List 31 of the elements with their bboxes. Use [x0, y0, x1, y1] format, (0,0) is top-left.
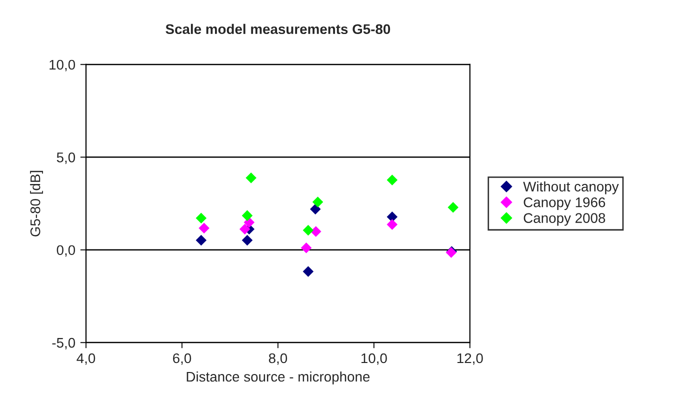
x-tick-label: 12,0: [457, 353, 483, 365]
y-tick-label: -5,0: [52, 338, 76, 350]
y-tick-label: 10,0: [50, 60, 76, 72]
point: [242, 234, 253, 246]
point: [310, 204, 321, 214]
point: [196, 212, 207, 224]
y-tick-label: 5,0: [56, 152, 76, 164]
y-axis-title: G5-80 [dB]: [30, 170, 43, 236]
point: [246, 172, 256, 184]
point: [386, 174, 398, 186]
x-tick-label: 6,0: [173, 353, 192, 365]
x-axis-title: Distance source - microphone: [186, 371, 370, 384]
point: [242, 210, 253, 221]
point: [300, 242, 312, 254]
legend-label: Canopy 2008: [524, 213, 606, 226]
point: [302, 224, 314, 236]
x-tick-label: 4,0: [76, 353, 96, 365]
point: [312, 196, 324, 208]
point: [310, 226, 322, 237]
legend-label: Canopy 1966: [524, 197, 606, 210]
x-tick-label: 8,0: [268, 353, 288, 365]
point: [386, 219, 398, 230]
chart-title: Scale model measurements G5-80: [166, 24, 390, 34]
point: [196, 234, 207, 246]
legend-label: Without canopy: [523, 181, 619, 194]
point: [198, 222, 210, 234]
x-tick-label: 10,0: [361, 353, 387, 365]
point: [302, 266, 314, 277]
point: [448, 202, 458, 213]
y-tick-label: 0,0: [56, 245, 76, 257]
point: [239, 224, 250, 234]
